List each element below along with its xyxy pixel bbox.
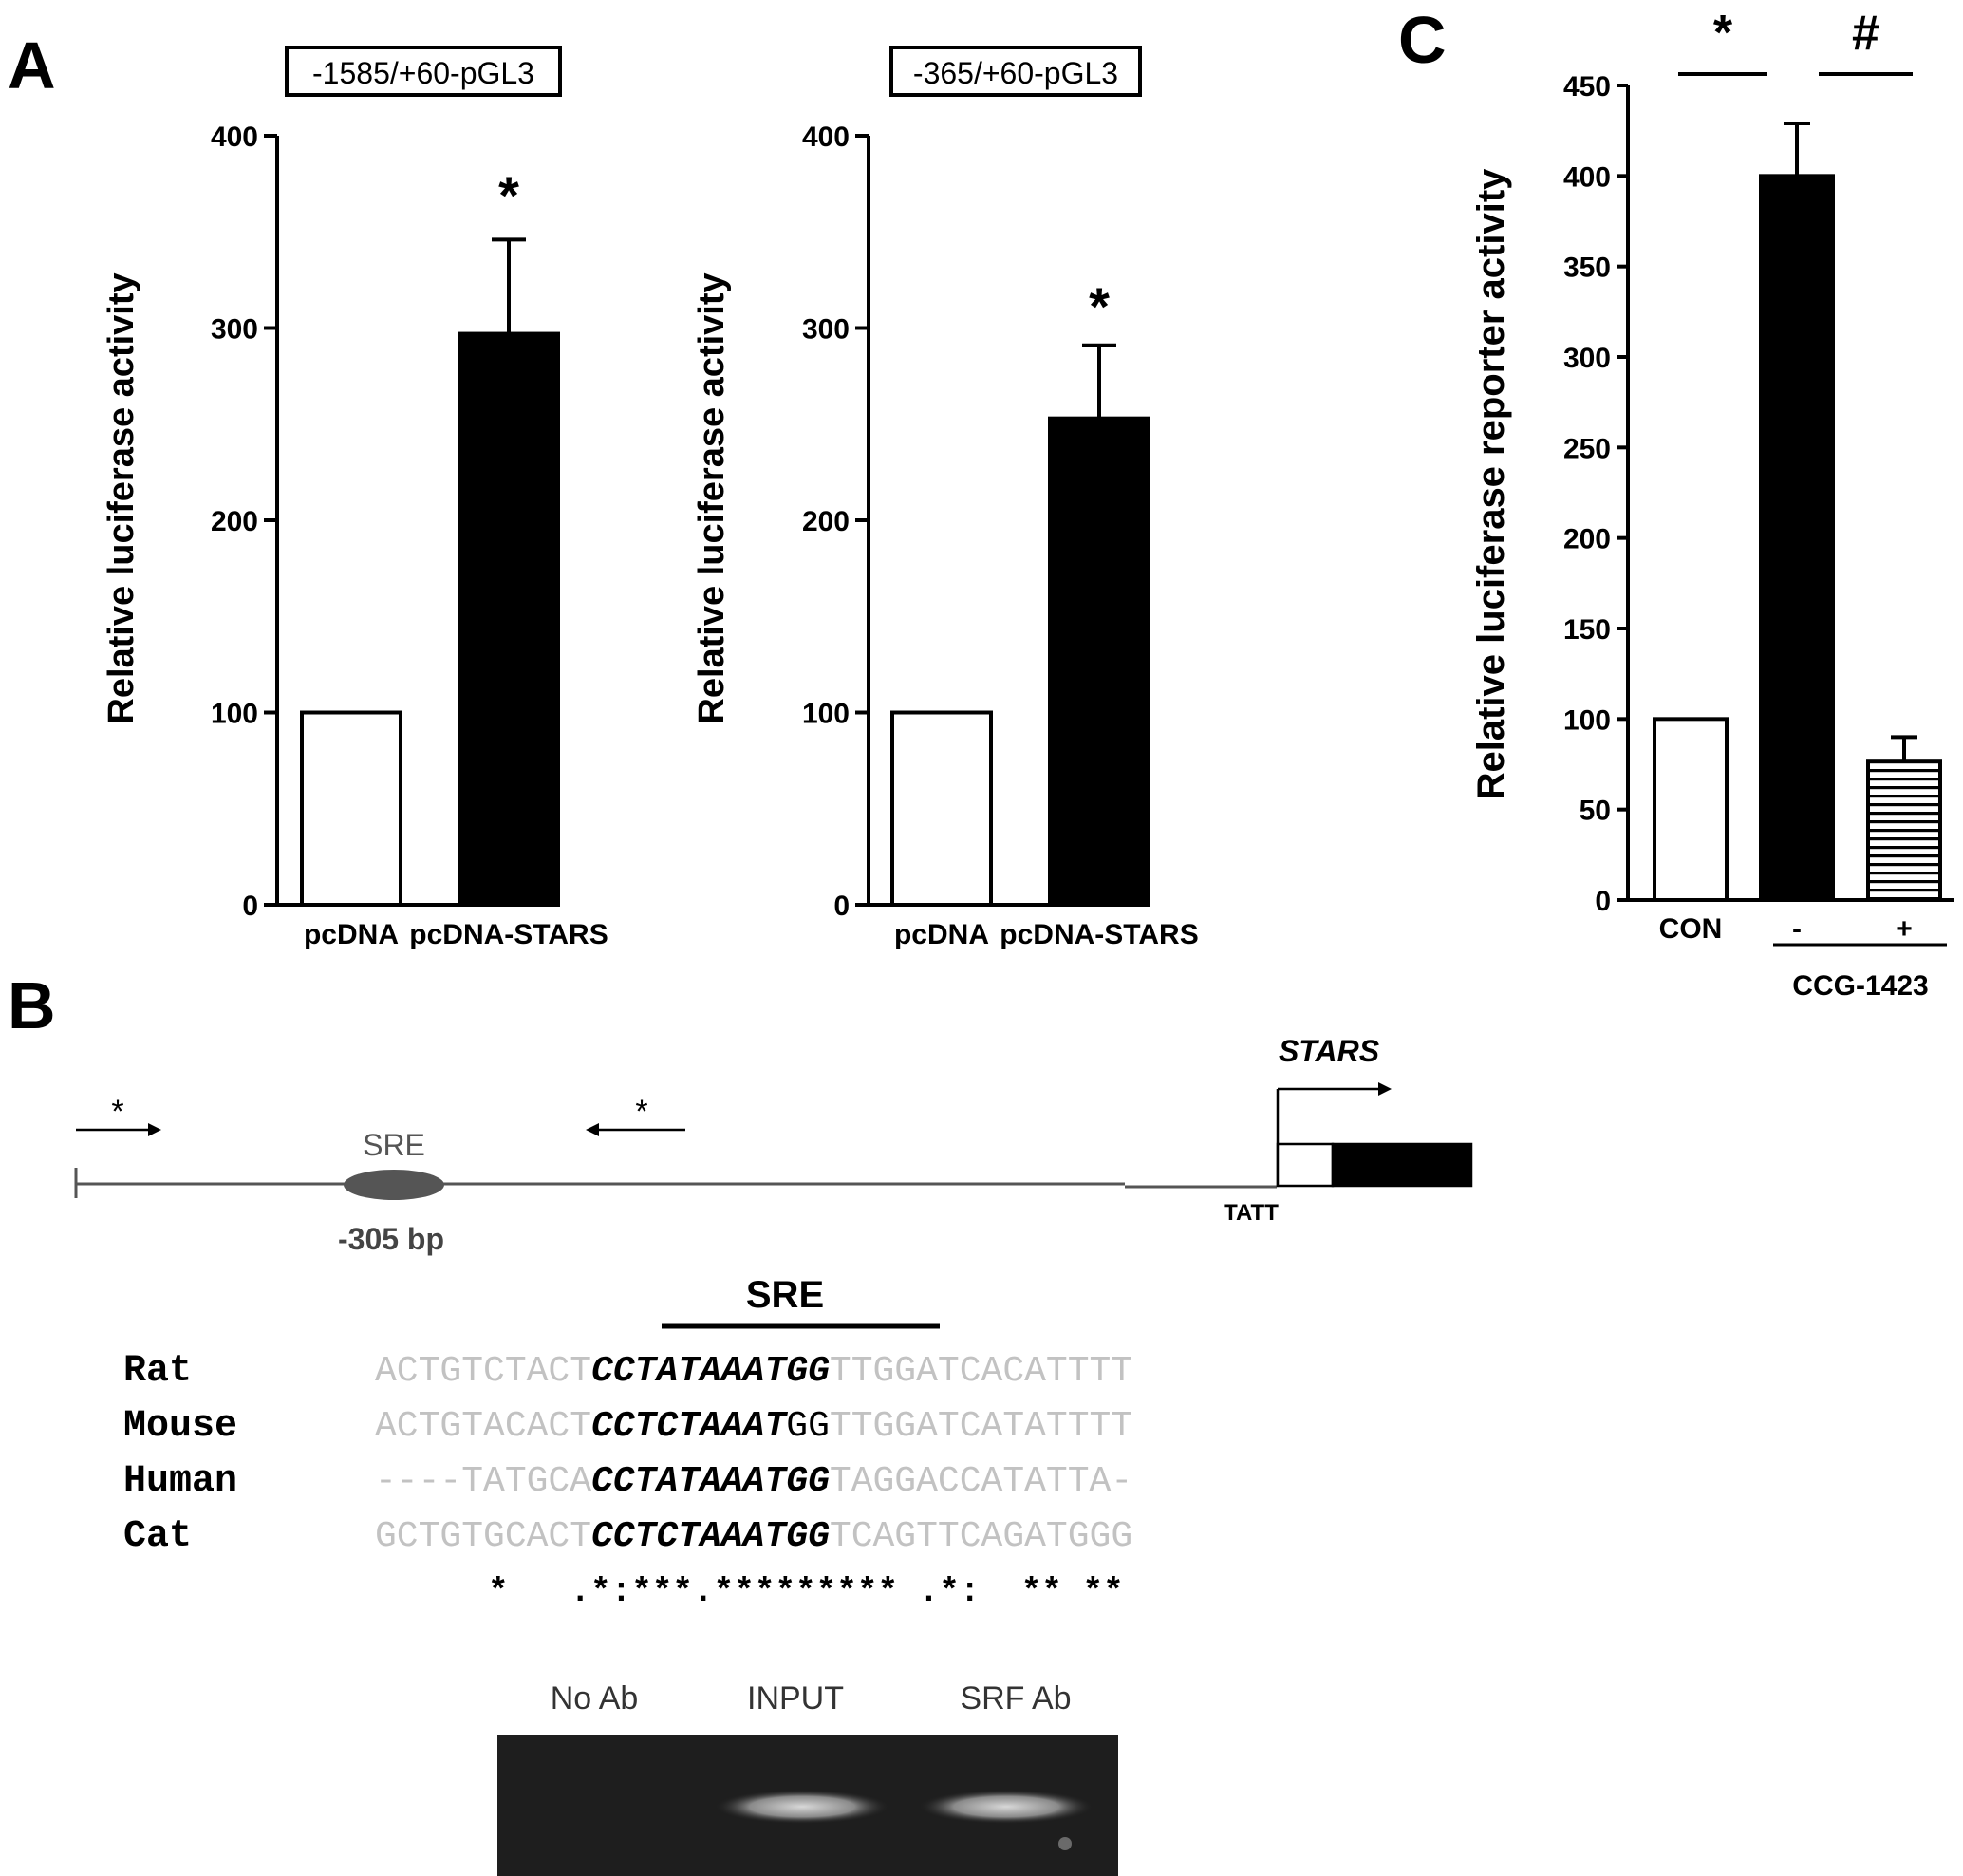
gel-lane-label: SRF Ab — [960, 1680, 1071, 1717]
category-label: pcDNA — [304, 919, 399, 950]
y-tick-label: 300 — [802, 314, 850, 346]
sequence-flank-left: ACTGTCTACT — [375, 1351, 591, 1392]
gel-artifact — [1058, 1837, 1072, 1850]
y-tick-label: 0 — [1595, 886, 1611, 917]
category-label: pcDNA-STARS — [1000, 919, 1198, 950]
sre-position-label: -305 bp — [338, 1222, 444, 1256]
y-tick-label: 450 — [1563, 71, 1611, 103]
species-label: Human — [123, 1460, 237, 1503]
panel-letter-c: C — [1398, 3, 1447, 77]
y-tick-label: 100 — [211, 699, 258, 730]
bar-0 — [890, 710, 993, 907]
comparison-marker: # — [1852, 6, 1879, 61]
chart-a-right: -365/+60-pGL3 Relative luciferase activi… — [692, 46, 1199, 950]
consensus-line: * .*:***.********* .*: ** ** — [488, 1572, 1124, 1611]
gel-band-srf — [919, 1790, 1094, 1824]
utr-box — [1276, 1142, 1335, 1188]
sequence-flank-left: ACTGTACACT — [375, 1406, 591, 1447]
panel-letter-b: B — [8, 968, 56, 1042]
y-tick-label: 300 — [1563, 343, 1611, 374]
y-tick-label: 200 — [211, 506, 258, 537]
species-label: Cat — [123, 1515, 192, 1558]
y-tick-label: 300 — [211, 314, 258, 346]
gel-lane-label: No Ab — [551, 1680, 639, 1717]
y-tick-label: 400 — [211, 122, 258, 153]
y-axis-label: Relative luciferase activity — [102, 272, 141, 723]
species-label: Rat — [123, 1350, 192, 1393]
panel-letter-a: A — [8, 28, 56, 103]
bar-2 — [1866, 759, 1942, 902]
bar-0 — [1653, 717, 1729, 902]
primer-reverse-arrow — [586, 1123, 685, 1136]
sequence-sre-core: CCTATAAATGG — [591, 1461, 830, 1502]
sequence-flank-left: GCTGTGCACT — [375, 1516, 591, 1557]
alignment-header: SRE — [746, 1274, 824, 1316]
gel-lane-label: INPUT — [747, 1680, 844, 1717]
gene-label: STARS — [1279, 1034, 1380, 1068]
y-tick-label: 400 — [1563, 161, 1611, 193]
chip-gel: No Ab INPUT SRF Ab — [497, 1680, 1118, 1876]
species-label: Mouse — [123, 1405, 237, 1448]
sequence-row: ----TATGCACCTATAAATGGTAGGACCATATTA- — [375, 1461, 1132, 1502]
alignment-rows: Rat ACTGTCTACTCCTATAAATGGTTGGATCACATTTTMo… — [123, 1350, 1132, 1558]
sre-label: SRE — [363, 1128, 425, 1162]
chart-title: -1585/+60-pGL3 — [312, 56, 534, 90]
chart-a-left: -1585/+60-pGL3 Relative luciferase activ… — [102, 46, 608, 950]
significance-marker: * — [1089, 276, 1110, 336]
y-axis-label: Relative luciferase reporter activity — [1470, 168, 1512, 800]
bar-1 — [1048, 416, 1150, 907]
category-label: CON — [1659, 913, 1723, 945]
category-label: pcDNA — [894, 919, 989, 950]
y-tick-label: 150 — [1563, 614, 1611, 646]
sequence-row: GCTGTGCACTCCTCTAAATGGTCAGTTCAGATGGG — [375, 1516, 1132, 1557]
sequence-alignment: SRE Rat ACTGTCTACTCCTATAAATGGTTGGATCACATT… — [123, 1274, 1132, 1611]
sre-element-ellipse — [344, 1170, 444, 1200]
tatt-label: TATT — [1224, 1200, 1279, 1226]
bar-0 — [300, 710, 402, 907]
sequence-flank-right: TAGGACCATATTA- — [830, 1461, 1132, 1502]
y-tick-label: 250 — [1563, 433, 1611, 464]
group-label: CCG-1423 — [1792, 970, 1928, 1002]
category-label: + — [1896, 913, 1913, 945]
y-axis-label: Relative luciferase activity — [692, 272, 732, 723]
comparison-marker: * — [1713, 6, 1733, 61]
primer-reverse-star: * — [635, 1094, 647, 1130]
bar-1 — [458, 331, 560, 907]
primer-forward-star: * — [111, 1094, 123, 1130]
sequence-sre-core: CCTCTAAAT — [591, 1406, 788, 1447]
chart-title-box — [889, 46, 1142, 97]
y-tick-label: 100 — [1563, 704, 1611, 736]
chart-title: -365/+60-pGL3 — [913, 56, 1118, 90]
primer-forward-arrow — [76, 1123, 161, 1136]
sequence-sre-core: CCTCTAAATGG — [591, 1516, 830, 1557]
chart-c: Relative luciferase reporter activity CC… — [1470, 6, 1954, 1002]
y-tick-label: 200 — [802, 506, 850, 537]
y-tick-label: 50 — [1580, 796, 1611, 827]
y-tick-label: 200 — [1563, 524, 1611, 555]
exon-box — [1331, 1142, 1473, 1188]
sequence-sre-core-tail: GG — [786, 1406, 830, 1447]
sequence-flank-right: TTGGATCATATTTT — [830, 1406, 1132, 1447]
bar-1 — [1759, 174, 1835, 903]
sequence-flank-left: ----TATGCA — [375, 1461, 591, 1502]
y-tick-label: 100 — [802, 699, 850, 730]
sequence-row: ACTGTACACTCCTCTAAATGGTTGGATCATATTTT — [375, 1406, 1132, 1447]
gel-band-input — [715, 1790, 889, 1824]
y-tick-label: 0 — [242, 891, 258, 922]
sequence-sre-core: CCTATAAATGG — [591, 1351, 830, 1392]
category-label: - — [1792, 913, 1802, 945]
category-label: pcDNA-STARS — [409, 919, 608, 950]
sequence-row: ACTGTCTACTCCTATAAATGGTTGGATCACATTTT — [375, 1351, 1132, 1392]
y-tick-label: 350 — [1563, 253, 1611, 284]
significance-marker: * — [498, 165, 519, 225]
promoter-schematic: * * SRE -305 bp TATT STARS — [74, 1034, 1473, 1256]
chart-title-box — [285, 46, 562, 97]
y-tick-label: 400 — [802, 122, 850, 153]
sequence-flank-right: TTGGATCACATTTT — [830, 1351, 1132, 1392]
y-tick-label: 0 — [833, 891, 850, 922]
sequence-flank-right: TCAGTTCAGATGGG — [830, 1516, 1132, 1557]
